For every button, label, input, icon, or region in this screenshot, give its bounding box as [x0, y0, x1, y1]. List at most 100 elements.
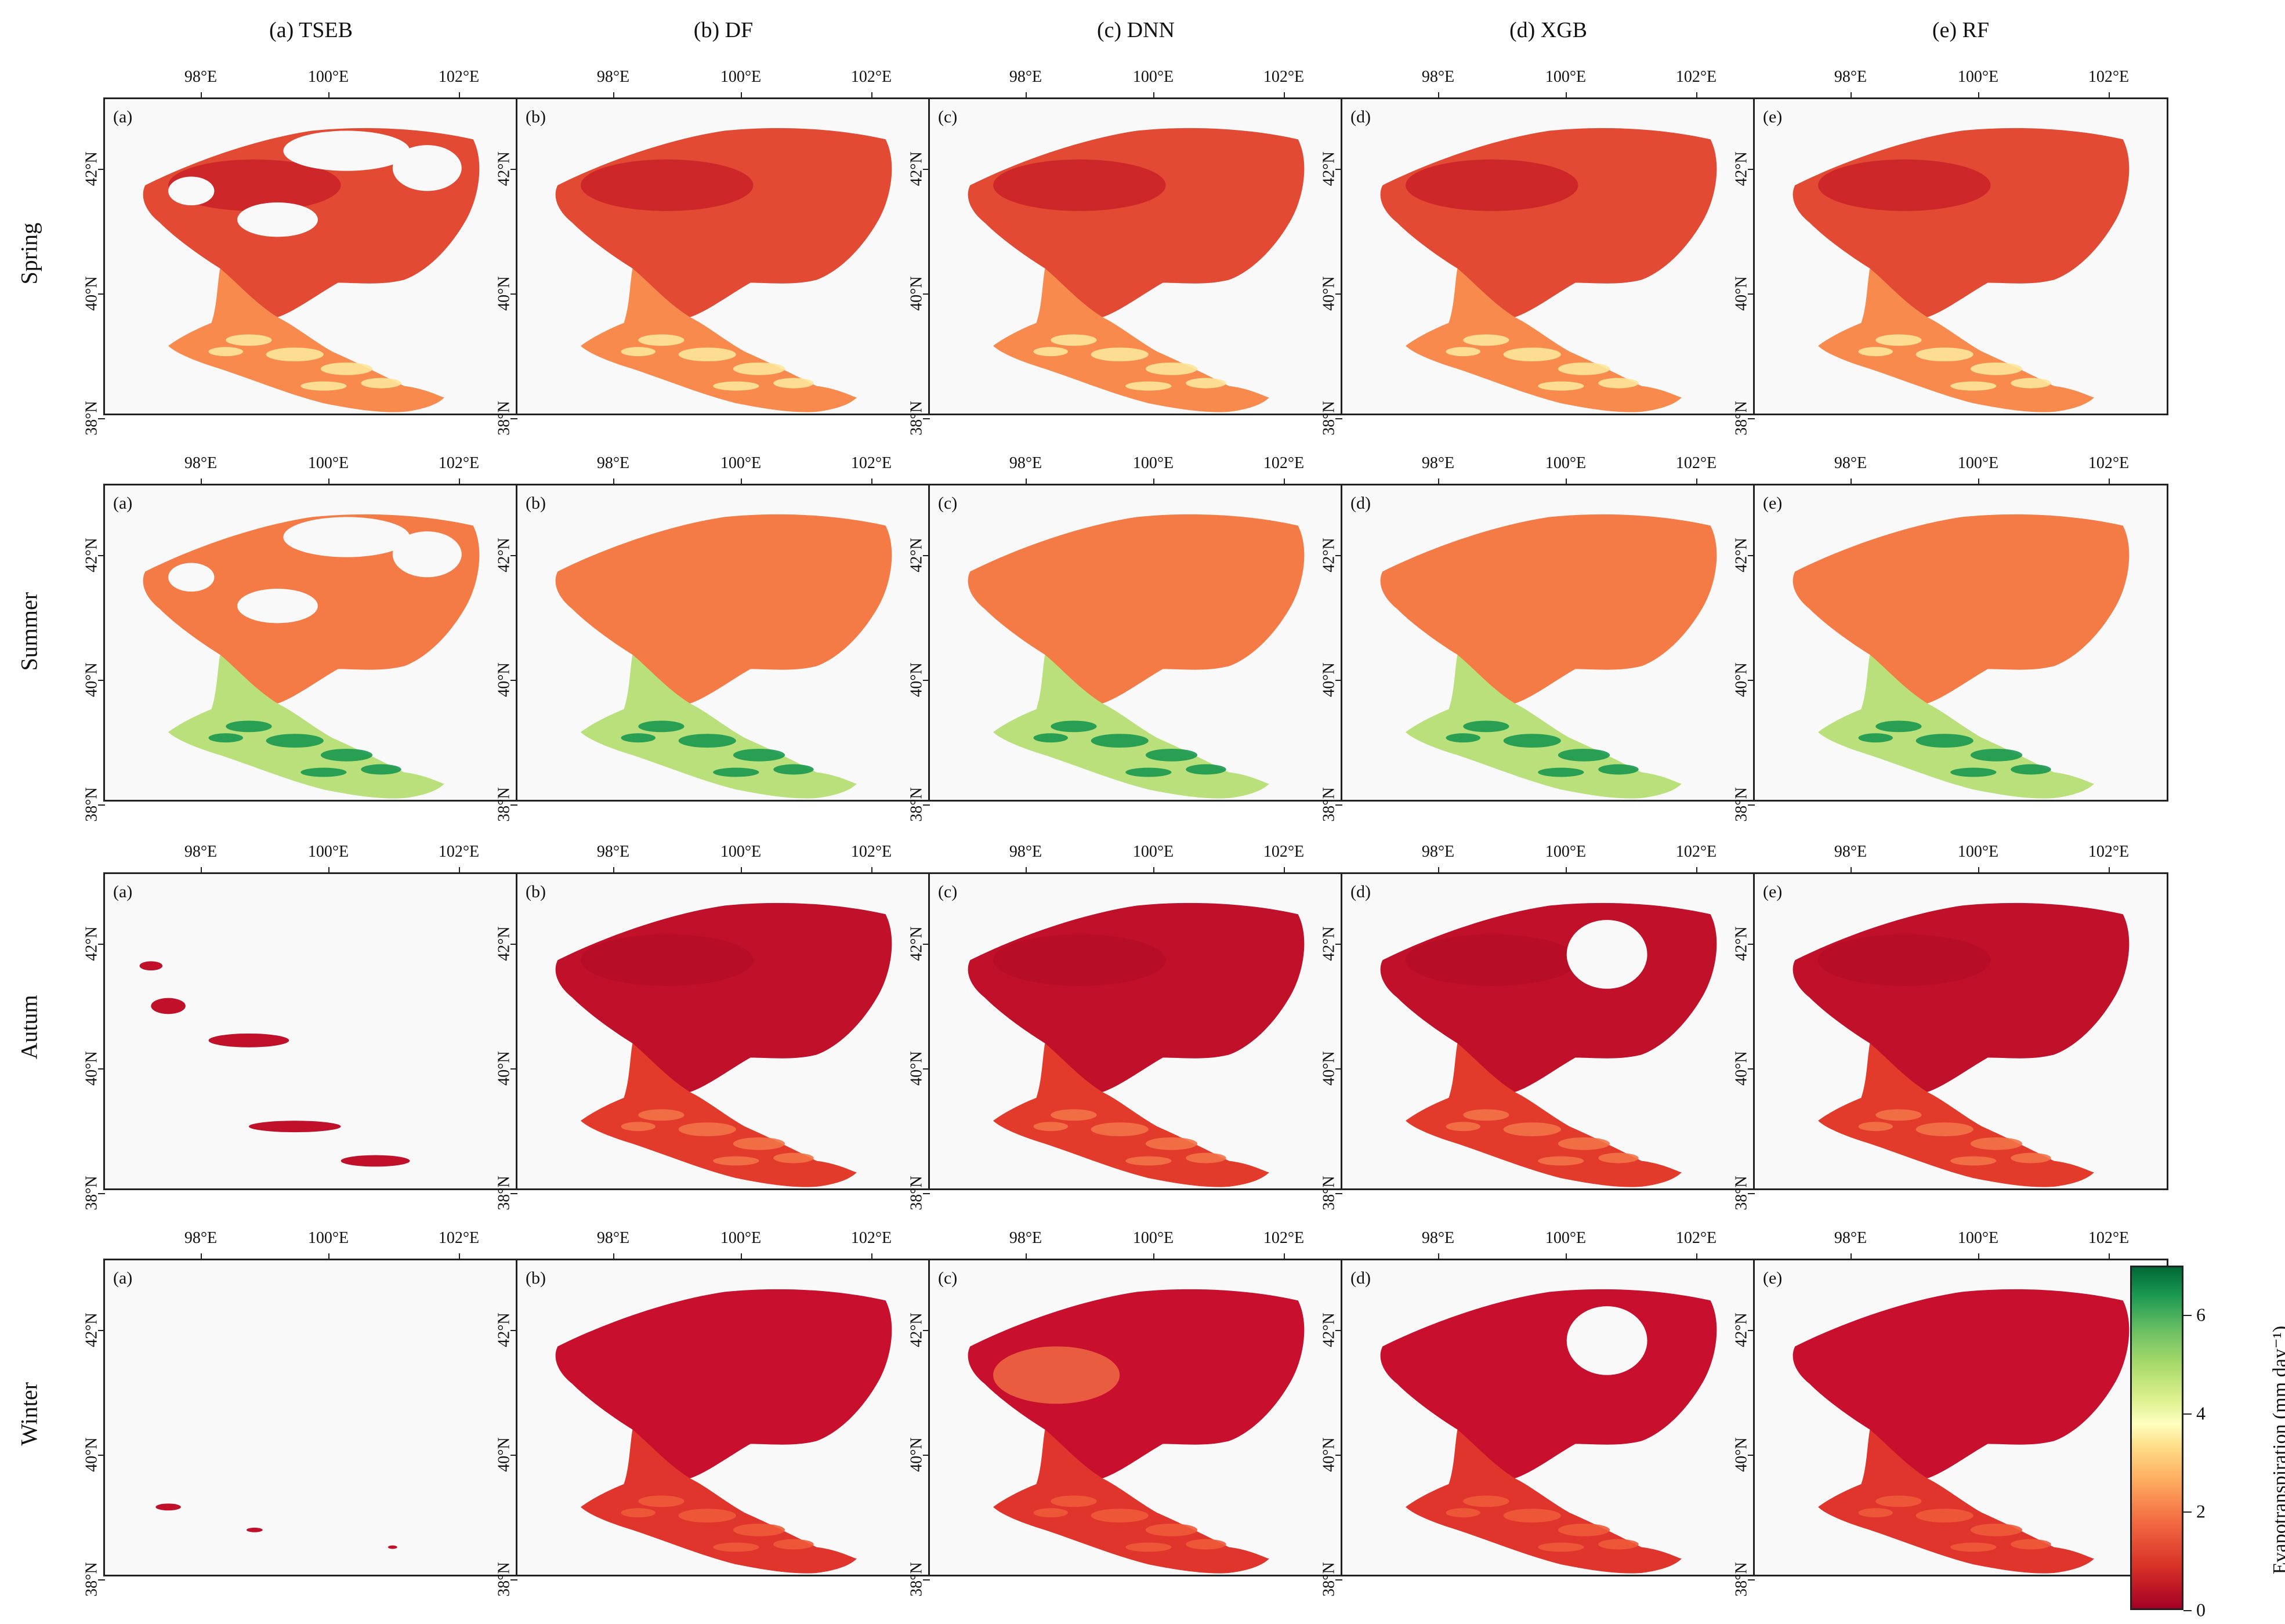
region-north: [968, 128, 1305, 317]
vegetation-patch: [1538, 767, 1584, 777]
y-tick-label: 38°N: [495, 401, 513, 436]
vegetation-patch: [1970, 362, 2023, 375]
region-south: [581, 268, 857, 412]
y-tick-label: 38°N: [495, 787, 513, 822]
vegetation-patch: [1503, 1509, 1561, 1522]
vegetation-patch: [1503, 734, 1561, 748]
vegetation-patch: [1186, 1152, 1226, 1163]
region-south: [581, 654, 857, 799]
y-tick-label: 38°N: [1732, 1562, 1751, 1597]
y-tick-label: 42°N: [495, 151, 513, 186]
y-tick-mark: [923, 418, 930, 419]
region-north: [1380, 128, 1717, 317]
region-north: [1380, 514, 1717, 704]
x-tick-label: 98°E: [1421, 1229, 1455, 1247]
vegetation-patch: [773, 1152, 814, 1163]
x-tick-mark: [1153, 92, 1154, 99]
x-tick-label: 98°E: [596, 454, 630, 472]
colorbar-tick-label: 6: [2196, 1304, 2206, 1325]
x-tick-mark: [459, 1253, 460, 1260]
x-tick-label: 98°E: [184, 843, 218, 861]
region-south: [993, 654, 1270, 799]
map-panel: (d) 98°E 100°E 102°E 42°N 40°N 38°N: [1320, 68, 1756, 436]
y-tick-label: 38°N: [495, 1562, 513, 1597]
vegetation-patch: [1051, 1495, 1097, 1507]
y-tick-mark: [510, 1193, 517, 1194]
vegetation-patch: [1145, 1523, 1198, 1536]
vegetation-patch: [1858, 1508, 1893, 1518]
vegetation-patch: [678, 1122, 736, 1136]
vegetation-patch: [713, 767, 759, 777]
vegetation-patch: [1145, 748, 1198, 762]
vegetation-patch: [320, 362, 373, 375]
vegetation-patch: [1463, 334, 1509, 346]
vegetation-patch: [1538, 1542, 1584, 1552]
y-tick-mark: [923, 1455, 930, 1456]
x-tick-mark: [328, 92, 329, 99]
y-tick-mark: [923, 1068, 930, 1070]
x-tick-label: 102°E: [2088, 843, 2130, 861]
x-tick-mark: [1851, 1253, 1852, 1260]
vegetation-patch: [713, 381, 759, 391]
vegetation-patch: [361, 378, 401, 389]
y-tick-mark: [1748, 1193, 1755, 1194]
et-core: [1818, 159, 1991, 211]
x-tick-label: 102°E: [1263, 454, 1305, 472]
x-tick-label: 98°E: [184, 454, 218, 472]
vegetation-patch: [1598, 764, 1639, 775]
vegetation-patch: [1875, 1495, 1922, 1507]
x-tick-label: 102°E: [850, 68, 892, 86]
y-tick-label: 38°N: [1732, 787, 1751, 822]
x-tick-mark: [1566, 478, 1567, 485]
et-map: [1380, 1289, 1717, 1574]
vegetation-patch: [300, 767, 347, 777]
vegetation-patch: [1446, 733, 1480, 743]
x-tick-label: 102°E: [438, 68, 480, 86]
y-tick-label: 42°N: [1320, 1313, 1338, 1347]
y-tick-label: 38°N: [1320, 401, 1338, 436]
y-tick-mark: [1335, 1455, 1342, 1456]
vegetation-patch: [1970, 1523, 2023, 1536]
x-tick-label: 98°E: [1834, 843, 1867, 861]
x-tick-mark: [741, 92, 742, 99]
map-panel: (b) 98°E 100°E 102°E 42°N 40°N 38°N: [495, 1229, 931, 1597]
vegetation-patch: [2011, 1539, 2051, 1550]
vegetation-patch: [1875, 720, 1922, 733]
y-tick-mark: [923, 293, 930, 295]
x-tick-label: 98°E: [1834, 68, 1867, 86]
x-tick-label: 102°E: [1675, 843, 1717, 861]
vegetation-patch: [1186, 764, 1226, 775]
y-tick-mark: [98, 680, 105, 681]
region-north: [1792, 128, 2130, 317]
y-tick-mark: [1748, 1455, 1755, 1456]
y-tick-mark: [510, 555, 517, 556]
region-south: [1818, 654, 2095, 799]
y-tick-label: 40°N: [1732, 1437, 1751, 1472]
panel-label: (a): [113, 107, 133, 126]
vegetation-patch: [361, 764, 401, 775]
y-tick-mark: [923, 555, 930, 556]
y-tick-label: 38°N: [495, 1176, 513, 1210]
panel-label: (a): [113, 494, 133, 513]
region-south: [993, 268, 1270, 412]
x-tick-mark: [1696, 92, 1697, 99]
region-south: [168, 654, 445, 799]
sparse-et-pixels: [246, 1527, 263, 1532]
region-south: [1406, 268, 1682, 412]
x-tick-mark: [2109, 867, 2110, 874]
y-tick-mark: [923, 1193, 930, 1194]
colorbar-tick-label: 2: [2196, 1500, 2206, 1522]
y-tick-mark: [1335, 680, 1342, 681]
sparse-et-pixels: [208, 1033, 289, 1047]
missing-data: [237, 589, 318, 624]
y-tick-label: 40°N: [495, 276, 513, 311]
et-core: [1818, 545, 1991, 597]
y-tick-label: 38°N: [1732, 1176, 1751, 1210]
et-map: [968, 128, 1305, 412]
y-tick-label: 42°N: [82, 538, 101, 572]
x-tick-mark: [1851, 92, 1852, 99]
y-tick-label: 40°N: [1320, 1437, 1338, 1472]
panel-label: (d): [1350, 107, 1371, 126]
region-north: [1380, 1289, 1717, 1478]
map-panel: (d) 98°E 100°E 102°E 42°N 40°N 38°N: [1320, 1229, 1756, 1597]
